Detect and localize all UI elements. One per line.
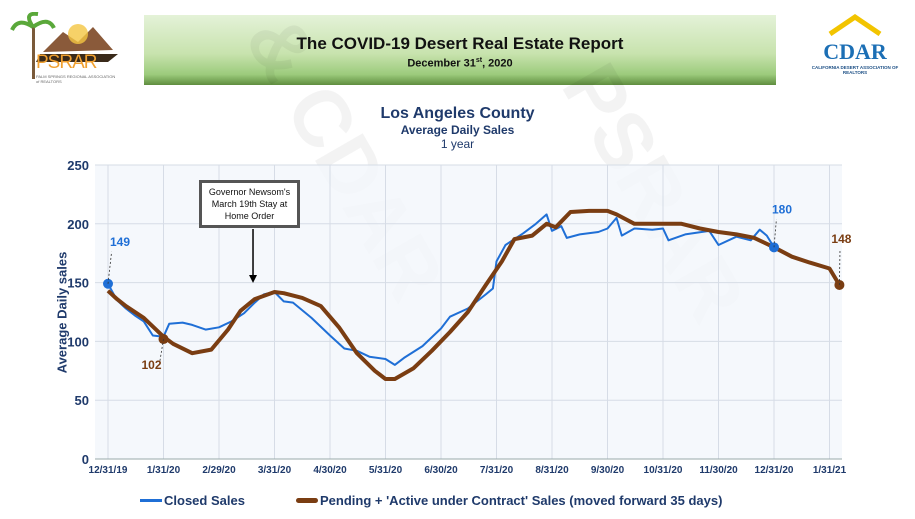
- y-tick-label: 100: [67, 334, 89, 349]
- palm-tree-mountain-icon: [10, 11, 118, 79]
- x-tick-label: 10/31/20: [644, 465, 683, 476]
- x-tick-label: 8/31/20: [535, 465, 569, 476]
- x-tick-label: 7/31/20: [480, 465, 514, 476]
- x-tick-label: 2/29/20: [202, 465, 236, 476]
- date-main: December 31: [407, 57, 476, 70]
- y-tick-label: 150: [67, 276, 89, 291]
- psrar-logo: PSRAR PALM SPRINGS REGIONAL ASSOCIATION …: [8, 11, 123, 87]
- chart-title: Los Angeles County: [380, 105, 535, 122]
- y-tick-label: 250: [67, 158, 89, 173]
- data-label: 148: [831, 232, 851, 246]
- annotation-arrowhead-icon: [249, 275, 258, 283]
- x-tick-label: 5/31/20: [369, 465, 403, 476]
- x-tick-label: 6/30/20: [424, 465, 458, 476]
- data-label: 180: [772, 202, 792, 216]
- chart-subtitle: Average Daily Sales: [400, 123, 515, 137]
- x-tick-label: 11/30/20: [699, 465, 738, 476]
- house-roof-icon: [828, 13, 882, 37]
- psrar-logo-subtext: PALM SPRINGS REGIONAL ASSOCIATION of REA…: [36, 74, 116, 84]
- annotation-line: March 19th Stay at: [211, 199, 288, 209]
- data-label: 149: [110, 235, 130, 249]
- x-tick-label: 12/31/20: [755, 465, 794, 476]
- cdar-logo-text: CDAR: [823, 39, 887, 64]
- annotation-line: Home Order: [224, 211, 275, 221]
- data-label-leader: [773, 219, 777, 248]
- psrar-logo-text: PSRAR: [36, 52, 97, 73]
- x-tick-label: 9/30/20: [591, 465, 625, 476]
- data-label: 102: [141, 358, 161, 372]
- cdar-logo: CDAR CALIFORNIA DESERT ASSOCIATION OF RE…: [800, 13, 910, 84]
- x-tick-label: 3/31/20: [258, 465, 292, 476]
- legend-swatch-closed: [140, 499, 162, 502]
- date-sup: st: [475, 57, 483, 64]
- report-date: December 31st, 2020: [144, 57, 776, 70]
- y-tick-label: 50: [75, 393, 89, 408]
- date-year: , 2020: [482, 57, 513, 70]
- report-title: The COVID-19 Desert Real Estate Report: [296, 34, 624, 53]
- x-tick-label: 1/31/21: [813, 465, 847, 476]
- legend-closed-sales: Closed Sales: [140, 493, 245, 508]
- data-label-leader: [107, 251, 112, 284]
- cdar-logo-subtext: CALIFORNIA DESERT ASSOCIATION OF REALTOR…: [811, 65, 899, 75]
- report-banner: The COVID-19 Desert Real Estate Report D…: [144, 15, 776, 85]
- y-axis-label: Average Daily sales: [54, 251, 70, 374]
- y-tick-label: 0: [82, 452, 89, 467]
- legend-label: Pending + 'Active under Contract' Sales …: [320, 493, 723, 508]
- closed-sales-line: [107, 213, 775, 366]
- chart-subtitle-period: 1 year: [440, 137, 475, 151]
- x-tick-label: 12/31/19: [89, 465, 128, 476]
- pending-sales-line: [106, 208, 842, 381]
- stay-at-home-annotation: Governor Newsom's March 19th Stay at Hom…: [199, 180, 300, 228]
- legend-swatch-pending: [296, 498, 318, 503]
- y-tick-label: 200: [67, 217, 89, 232]
- legend-pending-sales: Pending + 'Active under Contract' Sales …: [296, 493, 722, 508]
- legend-label: Closed Sales: [164, 493, 245, 508]
- x-tick-label: 1/31/20: [147, 465, 181, 476]
- x-tick-label: 4/30/20: [313, 465, 347, 476]
- annotation-line: Governor Newsom's: [208, 187, 291, 197]
